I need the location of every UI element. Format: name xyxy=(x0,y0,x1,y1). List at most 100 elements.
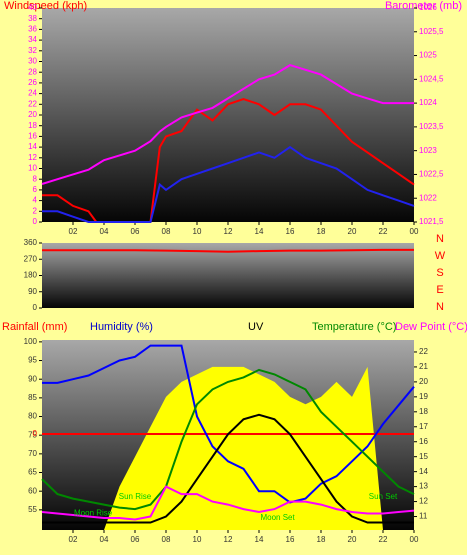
y-tick-label: 26 xyxy=(28,78,37,87)
y-tick-label: 32 xyxy=(28,46,37,55)
y-tick-label: 180 xyxy=(24,271,38,280)
y2-tick-label: 1025,5 xyxy=(419,27,444,36)
y2-tick-label: 1024 xyxy=(419,98,437,107)
annotation: Sun Set xyxy=(369,492,398,501)
y-tick-label: 70 xyxy=(28,449,37,458)
y-tick-label: 2 xyxy=(33,206,38,215)
direction-panel xyxy=(42,243,414,308)
x-tick-label: 14 xyxy=(255,227,264,236)
x-tick-label: 22 xyxy=(379,535,388,544)
y-tick-label: 4 xyxy=(33,196,38,205)
y2-tick-label: 1023 xyxy=(419,146,437,155)
x-tick-label: 06 xyxy=(131,227,140,236)
annotation: Moon Rise xyxy=(74,509,113,518)
solar-area xyxy=(42,366,414,530)
y-label: Windspeed (kph) xyxy=(4,0,87,12)
y-tick-label: 10 xyxy=(28,164,37,173)
y2-tick-label: 1026 xyxy=(419,3,437,12)
y-tick-label: 90 xyxy=(28,287,37,296)
y-tick-label: 75 xyxy=(28,430,37,439)
y-tick-label: 24 xyxy=(28,89,37,98)
x-tick-label: 18 xyxy=(317,227,326,236)
y-tick-label: 0 xyxy=(33,217,38,226)
axis-label: Rainfall (mm) xyxy=(2,321,67,333)
x-tick-label: 12 xyxy=(224,535,233,544)
x-tick-label: 12 xyxy=(224,227,233,236)
y2-tick-label: 1022,5 xyxy=(419,170,444,179)
y2-tick-label: 1022 xyxy=(419,193,437,202)
series-line xyxy=(42,145,415,223)
x-tick-label: 02 xyxy=(69,227,78,236)
y-tick-label: 40 xyxy=(28,3,37,12)
y-tick-label: 100 xyxy=(24,337,38,346)
y-tick-label: 36 xyxy=(28,25,37,34)
y-tick-label: 16 xyxy=(28,132,37,141)
x-tick-label: 14 xyxy=(255,535,264,544)
axis-label: Temperature (°C) xyxy=(312,321,396,333)
annotation: Moon Set xyxy=(260,513,295,522)
series-line xyxy=(42,344,415,504)
y2-tick-label: 20 xyxy=(419,377,428,386)
y-tick-label: 14 xyxy=(28,142,37,151)
series-line xyxy=(41,64,414,185)
y2-tick-label: 16 xyxy=(419,437,428,446)
y-tick-label: 30 xyxy=(28,57,37,66)
y-tick-label: 60 xyxy=(28,486,37,495)
axis-label: UV xyxy=(248,321,264,333)
y-tick-label: 65 xyxy=(28,468,37,477)
y2-tick-label: 12 xyxy=(419,497,428,506)
y-tick-label: 0 xyxy=(33,303,38,312)
compass-label: S xyxy=(436,267,443,279)
y2-tick-label: 17 xyxy=(419,422,428,431)
y-tick-label: 20 xyxy=(28,110,37,119)
y2-tick-label: 1025 xyxy=(419,51,437,60)
y-tick-label: 6 xyxy=(33,185,38,194)
x-tick-label: 20 xyxy=(348,535,357,544)
annotation: Sun Rise xyxy=(119,492,152,501)
y-tick-label: 34 xyxy=(28,35,37,44)
y2-tick-label: 13 xyxy=(419,482,428,491)
compass-label: N xyxy=(436,233,444,245)
y2-label: Barometer (mb) xyxy=(385,0,462,12)
y-tick-label: 95 xyxy=(28,356,37,365)
x-tick-label: 20 xyxy=(348,227,357,236)
x-tick-label: 04 xyxy=(100,535,109,544)
y2-tick-label: 14 xyxy=(419,467,428,476)
y-tick-label: 85 xyxy=(28,393,37,402)
y2-tick-label: 19 xyxy=(419,392,428,401)
y-tick-label: 90 xyxy=(28,374,37,383)
y-tick-label: 55 xyxy=(28,505,37,514)
y-tick-label: 28 xyxy=(28,67,37,76)
rain-tick-label: 0 xyxy=(33,429,38,438)
y2-tick-label: 22 xyxy=(419,347,428,356)
series-line xyxy=(41,485,415,521)
x-tick-label: 04 xyxy=(100,227,109,236)
y-tick-label: 12 xyxy=(28,153,37,162)
series-line xyxy=(41,368,415,511)
y2-tick-label: 15 xyxy=(419,452,428,461)
y-tick-label: 80 xyxy=(28,412,37,421)
y-tick-label: 8 xyxy=(33,174,38,183)
axis-label: Dew Point (°C) xyxy=(395,321,467,333)
compass-label: W xyxy=(435,250,446,262)
x-tick-label: 18 xyxy=(317,535,326,544)
y2-tick-label: 21 xyxy=(419,362,428,371)
x-tick-label: 08 xyxy=(162,535,171,544)
x-tick-label: 22 xyxy=(379,227,388,236)
y-tick-label: 38 xyxy=(28,14,37,23)
axis-label: Humidity (%) xyxy=(90,321,153,333)
compass-label: N xyxy=(436,301,444,313)
x-tick-label: 02 xyxy=(69,535,78,544)
x-tick-label: 16 xyxy=(286,535,295,544)
y-tick-label: 18 xyxy=(28,121,37,130)
compass-label: E xyxy=(436,284,443,296)
series-line xyxy=(42,413,414,524)
y2-tick-label: 1024,5 xyxy=(419,74,444,83)
x-tick-label: 00 xyxy=(410,535,419,544)
x-tick-label: 10 xyxy=(193,227,202,236)
y-tick-label: 360 xyxy=(24,238,38,247)
y2-tick-label: 11 xyxy=(419,512,428,521)
x-tick-label: 00 xyxy=(410,227,419,236)
series-line xyxy=(42,248,414,253)
